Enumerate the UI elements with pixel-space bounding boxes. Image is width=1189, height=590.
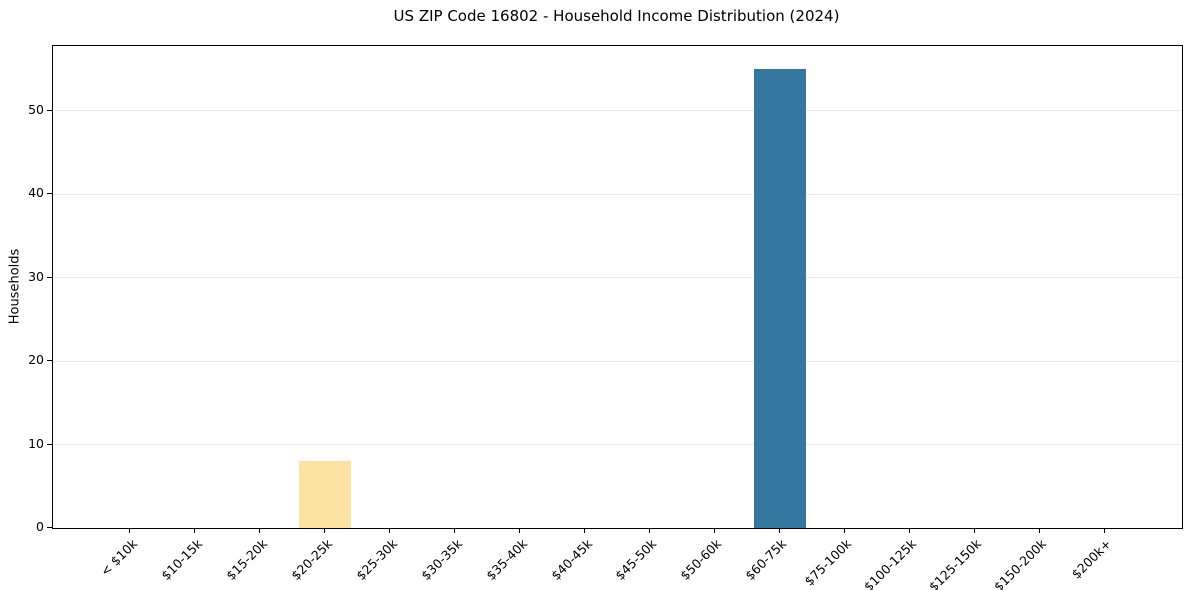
y-tick-label: 10: [28, 435, 44, 451]
x-tick-mark: [454, 528, 456, 533]
x-tick-mark: [584, 528, 586, 533]
y-tick-mark: [47, 527, 52, 528]
x-tick-label: $200k+: [964, 536, 1115, 582]
gridline: [53, 193, 1182, 195]
x-tick-mark: [1038, 528, 1040, 533]
x-tick-mark: [259, 528, 261, 533]
y-tick-mark: [47, 193, 52, 195]
gridline: [53, 110, 1182, 112]
x-tick-label-text: $200k+: [1068, 536, 1115, 582]
x-tick-mark: [843, 528, 845, 533]
y-tick-label: 40: [28, 185, 44, 201]
bar: [299, 461, 352, 528]
y-tick-mark: [47, 360, 52, 362]
x-tick-mark: [519, 528, 521, 533]
y-axis-label-container: Households: [0, 45, 30, 527]
gridline: [53, 360, 1182, 362]
bar: [753, 68, 806, 528]
gridline: [53, 277, 1182, 279]
x-tick-mark: [648, 528, 650, 533]
y-axis-label: Households: [7, 248, 23, 324]
y-tick-label: 30: [28, 268, 44, 284]
x-tick-mark: [973, 528, 975, 533]
y-tick-label: 0: [36, 519, 44, 534]
y-tick-mark: [47, 109, 52, 111]
y-tick-mark: [47, 443, 52, 445]
x-tick-mark: [324, 528, 326, 533]
x-tick-mark: [389, 528, 391, 533]
y-tick-label: 20: [28, 352, 44, 368]
x-tick-mark: [129, 528, 131, 533]
x-tick-mark: [1103, 528, 1105, 533]
gridline: [53, 444, 1182, 446]
x-tick-mark: [778, 528, 780, 533]
x-tick-mark: [713, 528, 715, 533]
x-tick-mark: [908, 528, 910, 533]
y-tick-label: 50: [28, 101, 44, 117]
y-tick-mark: [47, 276, 52, 278]
plot-area: [52, 45, 1183, 529]
x-tick-mark: [194, 528, 196, 533]
chart-title: US ZIP Code 16802 - Household Income Dis…: [393, 7, 840, 25]
